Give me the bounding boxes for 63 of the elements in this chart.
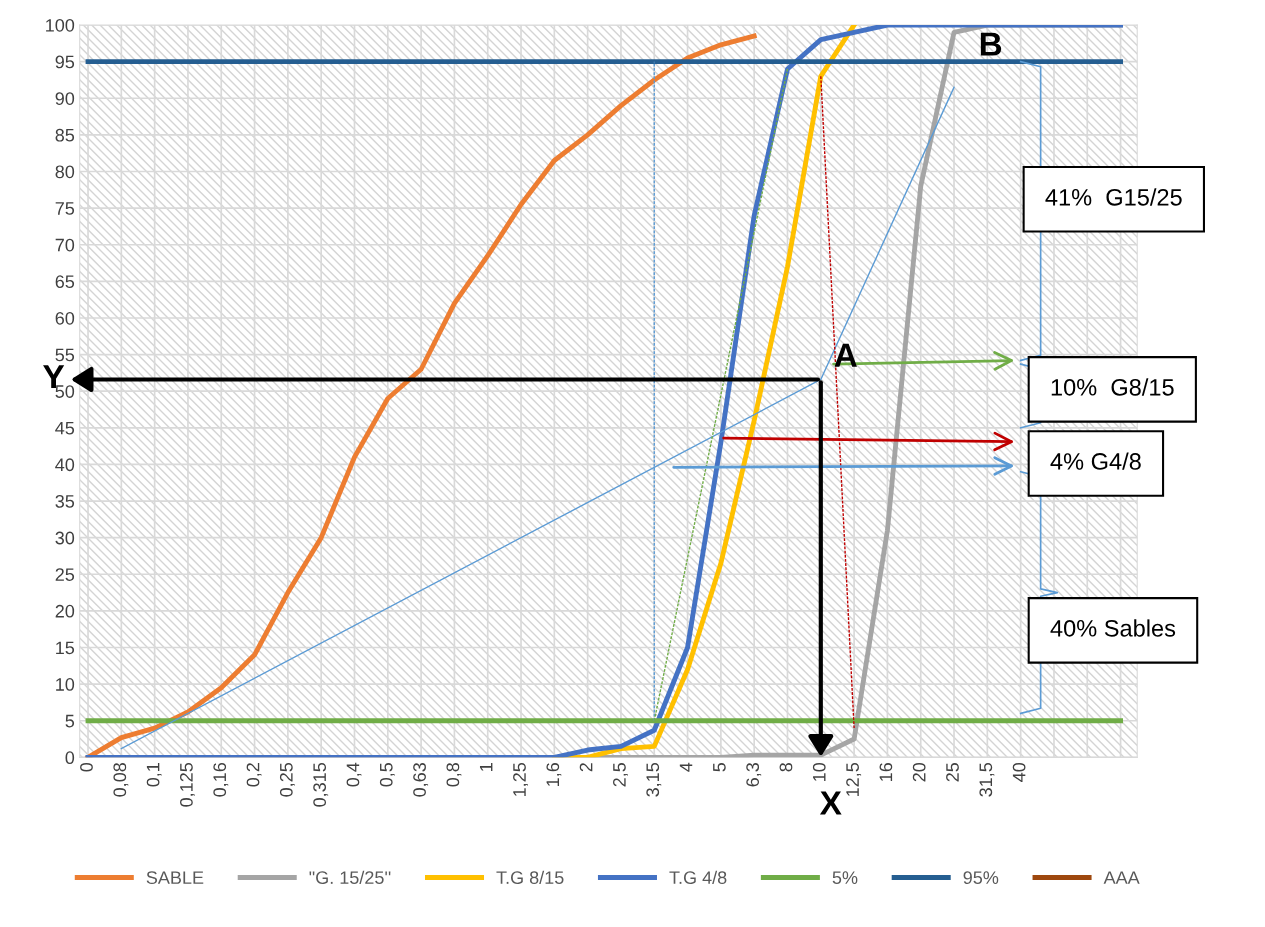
annotation: 10% G8/15 — [1051, 378, 1174, 396]
x-tick-label: 10 — [812, 762, 826, 781]
line-series — [85, 33, 757, 758]
y-tick-label: 10 — [56, 678, 75, 691]
y-tick-label: 25 — [55, 568, 75, 581]
legend-label: 95% — [963, 871, 999, 885]
x-tick-label: 5 — [713, 762, 726, 772]
x-tick-label: 0,8 — [446, 763, 462, 787]
y-tick-label: 65 — [55, 275, 75, 289]
x-tick-label: 0,2 — [246, 763, 262, 787]
annotation: B — [980, 32, 1002, 56]
legend-label: AAA — [1103, 871, 1140, 884]
x-tick-label: 0,315 — [313, 762, 329, 807]
x-tick-label: 0,4 — [346, 762, 362, 787]
y-tick-label: 80 — [55, 165, 75, 179]
x-tick-label: 0,5 — [379, 762, 395, 787]
y-tick-label: 100 — [46, 18, 75, 32]
x-tick-label: 20 — [912, 762, 926, 782]
y-tick-label: 85 — [55, 128, 75, 142]
y-tick-label: 95 — [55, 55, 75, 69]
annotation: A — [834, 343, 857, 367]
x-tick-label: 0,08 — [113, 763, 129, 797]
legend-label: SABLE — [146, 871, 204, 885]
legend-label: T.G 4/8 — [669, 870, 727, 885]
x-tick-label: 3,15 — [646, 762, 662, 797]
annotation: X — [819, 791, 842, 815]
y-tick-label: 45 — [55, 421, 75, 435]
x-tick-label: 1,25 — [513, 762, 529, 796]
x-tick-label: 2 — [579, 763, 593, 772]
legend-label: 5% — [832, 871, 858, 885]
x-tick-label: 12,5 — [846, 762, 862, 796]
y-tick-label: 60 — [55, 311, 75, 325]
y-tick-label: 70 — [55, 238, 75, 252]
x-tick-label: 40 — [1012, 762, 1026, 782]
legend-label: "G. 15/25'' — [309, 870, 391, 885]
x-tick-label: 0,125 — [180, 762, 195, 807]
x-tick-label: 31,5 — [979, 762, 995, 797]
y-tick-label: 90 — [55, 92, 75, 105]
x-tick-label: 0 — [80, 762, 93, 772]
x-tick-label: 0,16 — [213, 763, 229, 797]
x-tick-label: 0,25 — [279, 762, 295, 797]
y-tick-label: 5 — [65, 714, 75, 728]
x-tick-label: 6,3 — [746, 763, 762, 787]
x-tick-label: 4 — [679, 762, 693, 772]
x-tick-label: 0,1 — [146, 763, 162, 787]
annotation: 40% Sables — [1050, 619, 1176, 637]
x-tick-label: 16 — [879, 763, 893, 781]
y-tick-label: 40 — [55, 458, 75, 472]
y-tick-label: 15 — [56, 641, 75, 655]
legend-label: T.G 8/15 — [496, 870, 564, 885]
x-tick-label: 1,6 — [546, 763, 562, 786]
x-tick-label: 8 — [779, 763, 793, 772]
x-tick-label: 25 — [946, 762, 959, 782]
y-tick-label: 55 — [55, 348, 75, 362]
annotation: 4% G4/8 — [1050, 452, 1141, 470]
annotation: 41% G15/25 — [1045, 188, 1182, 206]
x-tick-label: 0,63 — [413, 763, 429, 797]
y-tick-label: 20 — [55, 604, 75, 618]
y-tick-label: 30 — [55, 531, 75, 545]
y-tick-label: 35 — [55, 494, 75, 508]
x-tick-label: 1 — [479, 763, 493, 771]
y-tick-label: 75 — [55, 202, 75, 215]
x-tick-label: 2,5 — [613, 762, 628, 787]
